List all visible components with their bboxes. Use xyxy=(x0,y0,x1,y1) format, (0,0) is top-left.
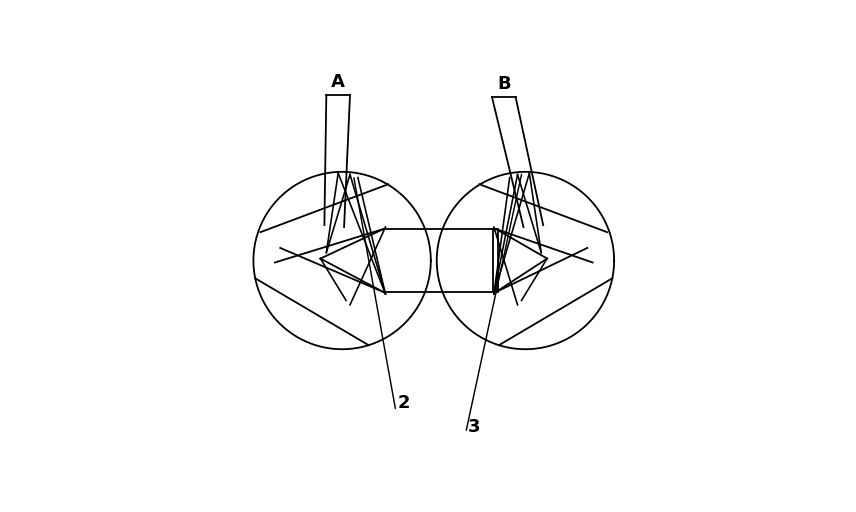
Text: B: B xyxy=(497,75,510,93)
Text: 2: 2 xyxy=(397,394,410,412)
Text: 3: 3 xyxy=(468,418,481,436)
Text: A: A xyxy=(331,73,345,91)
